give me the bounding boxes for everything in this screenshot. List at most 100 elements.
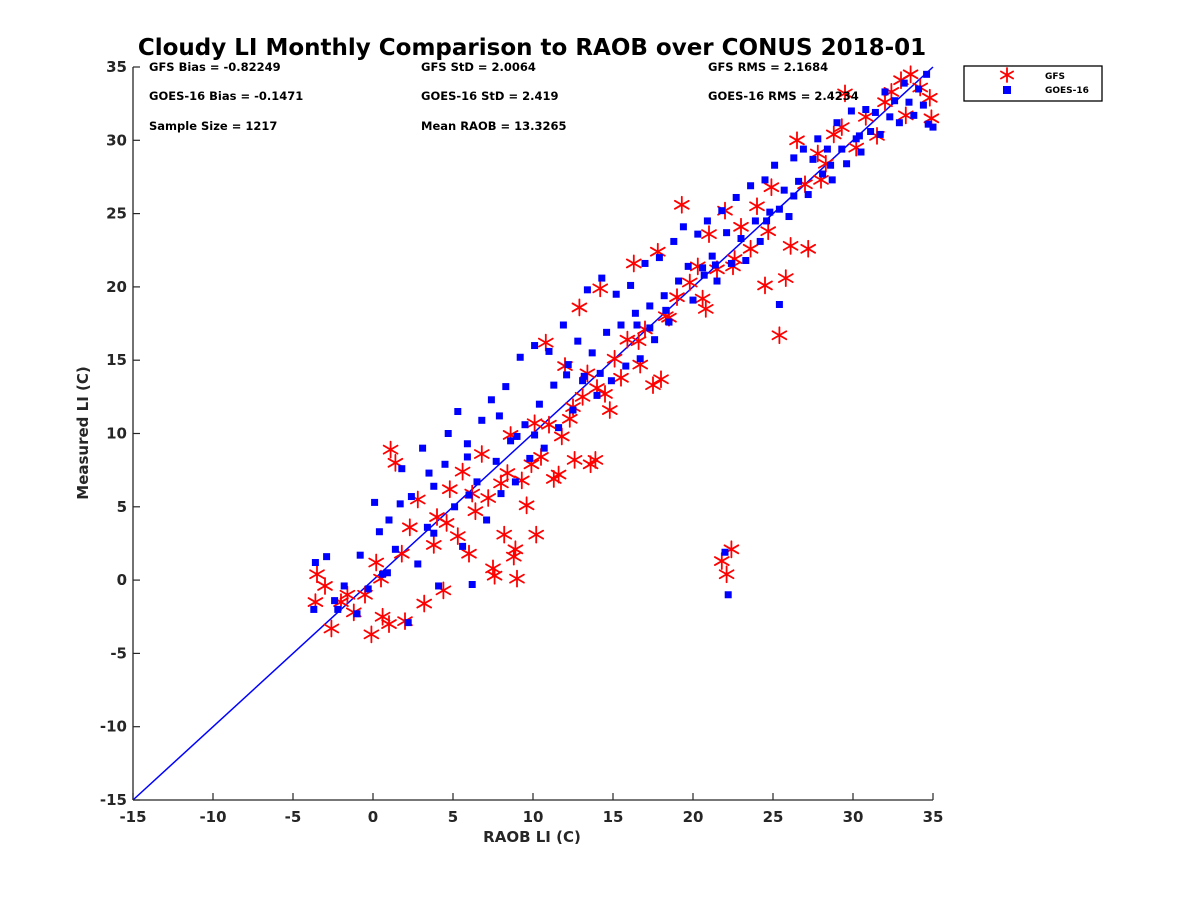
goes16-point [385,516,393,524]
gfs-point [653,370,669,389]
gfs-point [416,594,433,613]
goes16-point [617,321,625,329]
legend-gfs-label: GFS [1045,72,1065,82]
gfs-point [606,349,623,368]
goes16-point [665,318,673,326]
gfs-point [694,289,711,308]
goes16-point [708,252,716,260]
gfs-point [757,276,773,295]
goes16-point [425,469,433,477]
gfs-point [374,607,391,626]
goes16-point [574,337,582,345]
goes16-point [742,257,750,265]
goes16-point [814,135,822,143]
gfs-point [507,540,524,559]
goes16-point [441,460,449,468]
stat-goes-rms: GOES-16 RMS = 2.4234 [708,89,859,103]
stat-goes-std: GOES-16 StD = 2.419 [421,89,558,103]
gfs-point [486,566,503,585]
x-axis-ticks: -15 -10 -5 0 5 10 15 20 25 30 35 [119,793,943,826]
gfs-point [837,84,853,103]
goes16-point [775,300,783,308]
goes16-point [622,362,630,370]
goes16-point [727,259,735,267]
gfs-point [401,518,418,537]
goes16-point [483,516,491,524]
goes16-point [463,440,471,448]
goes16-point [699,264,707,272]
goes16-point [487,396,495,404]
goes16-point [819,170,827,178]
gfs-point [441,480,458,499]
goes16-point [598,274,606,282]
gfs-point [363,625,380,644]
goes16-point [430,529,438,537]
gfs-point [485,559,501,578]
y-tick-label: 5 [117,498,127,516]
goes16-point [607,377,615,385]
goes16-point [761,176,769,184]
goes16-point [631,309,639,317]
goes16-point [780,186,788,194]
gfs-point [771,326,788,345]
goes16-point [535,400,543,408]
goes16-point [795,177,803,185]
goes16-point [804,191,812,199]
goes16-point [641,259,649,267]
gfs-point [541,415,557,434]
gfs-point [550,465,567,484]
goes16-point [627,281,635,289]
goes16-point [311,559,319,567]
goes16-point [495,412,503,420]
goes16-point [511,478,519,486]
goes16-point [723,229,731,237]
gfs-point [505,547,522,566]
goes16-point [435,582,443,590]
gfs-point [571,298,588,317]
goes16-point [785,213,793,221]
legend-goes16-label: GOES-16 [1045,86,1089,96]
gfs-point [601,401,618,419]
gfs-point [592,279,609,298]
y-tick-label: -10 [100,718,127,736]
chart-title: Cloudy LI Monthly Comparison to RAOB ove… [138,35,926,61]
goes16-point [516,353,524,361]
goes16-point [502,383,510,391]
gfs-point [782,236,799,255]
goes16-point [809,155,817,163]
goes16-point [646,324,654,332]
goes16-point [588,349,596,357]
goes16-point [771,161,779,169]
goes16-point [465,491,473,499]
gfs-point [518,496,535,515]
gfs-point [613,368,629,387]
goes16-point [396,500,404,508]
gfs-point [317,577,333,595]
legend-gfs-marker [1000,67,1014,83]
gfs-point [718,565,735,584]
goes16-point [423,523,431,531]
y-tick-label: 30 [106,131,127,149]
stat-gfs-rms: GFS RMS = 2.1684 [708,60,828,74]
gfs-point [323,619,340,638]
goes16-point [468,580,476,588]
goes16-point [737,235,745,243]
goes16-point [886,113,894,121]
goes16-point [900,79,908,87]
goes16-point [862,106,870,114]
x-tick-label: 5 [448,808,458,826]
goes16-point [404,619,412,627]
goes16-point [855,132,863,140]
legend-goes16-marker [1003,86,1011,94]
gfs-point [381,615,397,633]
goes16-point [521,421,529,429]
goes16-point [353,610,361,618]
goes16-point [763,217,771,225]
y-tick-label: -5 [110,644,127,662]
goes16-point [540,444,548,452]
gfs-point [749,197,765,216]
gfs-point [309,565,325,584]
goes16-point [775,205,783,213]
gfs-point [526,414,543,433]
